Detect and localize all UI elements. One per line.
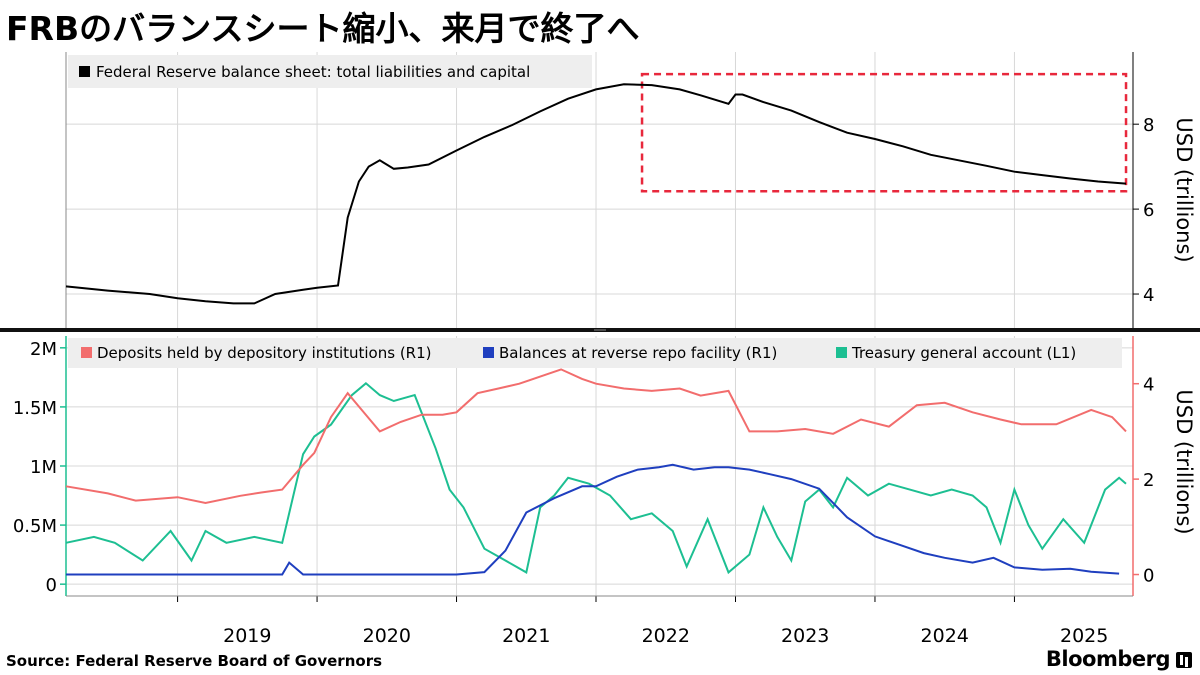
x-tick-label: 2022 <box>642 625 690 647</box>
legend-swatch-deposits <box>81 347 92 358</box>
legend-label-balance-sheet: Federal Reserve balance sheet: total lia… <box>96 63 530 81</box>
bottom-left-y-tick-label: 0 <box>46 575 57 596</box>
bottom-right-y-tick-label: 2 <box>1143 470 1154 491</box>
top-y-tick-label: 6 <box>1143 200 1154 221</box>
treasury-general-account-line <box>65 381 1127 575</box>
legend-swatch-balance-sheet <box>79 66 90 77</box>
reverse-repo-line <box>66 463 1120 576</box>
bottom-right-y-tick-label: 0 <box>1143 566 1154 587</box>
top-panel: 4 6 8 Federal Reserve balance sheet: total… <box>65 52 1196 328</box>
bottom-left-y-tick-label: 1M <box>30 457 57 478</box>
bottom-left-y-ticks: 0 0.5M 1M 1.5M 2M <box>13 339 66 596</box>
legend-label-reverse-repo: Balances at reverse repo facility (R1) <box>499 344 777 362</box>
x-axis: 2019 2020 2021 2022 2023 2024 2025 <box>66 595 1133 647</box>
bottom-panel: 0 0.5M 1M 1.5M 2M 0 2 4 Deposits held by depos… <box>13 336 1196 596</box>
deposits-line <box>65 368 1127 505</box>
x-tick-label: 2021 <box>502 625 550 647</box>
x-tick-label: 2024 <box>921 625 969 647</box>
x-tick-label: 2025 <box>1060 625 1108 647</box>
top-y-axis-title: USD (trillions) <box>1172 117 1196 262</box>
legend-swatch-tga <box>836 347 847 358</box>
legend-label-tga: Treasury general account (L1) <box>851 344 1076 362</box>
top-gridlines <box>66 52 1133 328</box>
chart-title: FRBのバランスシート縮小、来月で終了へ <box>6 9 640 48</box>
balance-sheet-line <box>65 83 1127 305</box>
bottom-right-y-ticks: 0 2 4 <box>1133 375 1154 587</box>
bottom-right-y-tick-label: 4 <box>1143 375 1154 396</box>
bottom-y-axis-title: USD (trillions) <box>1172 389 1196 534</box>
top-y-tick-label: 4 <box>1143 285 1154 306</box>
bloomberg-logo: Bloomberg <box>1045 647 1171 671</box>
bloomberg-terminal-icon <box>1176 652 1192 668</box>
top-legend: Federal Reserve balance sheet: total lia… <box>68 55 592 88</box>
legend-swatch-reverse-repo <box>483 347 494 358</box>
bottom-legend: Deposits held by depository institutions… <box>68 338 1122 368</box>
x-tick-label: 2019 <box>223 625 271 647</box>
bottom-legend-bg <box>68 338 1122 368</box>
x-tick-label: 2020 <box>363 625 411 647</box>
top-y-tick-label: 8 <box>1143 115 1154 136</box>
bottom-gridlines <box>66 336 1133 596</box>
source-note: Source: Federal Reserve Board of Governo… <box>6 652 383 670</box>
x-tick-label: 2023 <box>781 625 829 647</box>
legend-label-deposits: Deposits held by depository institutions… <box>97 344 432 362</box>
bottom-left-y-tick-label: 2M <box>30 339 57 360</box>
highlight-box <box>640 72 1128 193</box>
top-legend-bg <box>68 55 592 88</box>
bottom-left-y-tick-label: 0.5M <box>13 516 57 537</box>
top-y-ticks: 4 6 8 <box>1133 115 1154 306</box>
bottom-left-y-tick-label: 1.5M <box>13 398 57 419</box>
